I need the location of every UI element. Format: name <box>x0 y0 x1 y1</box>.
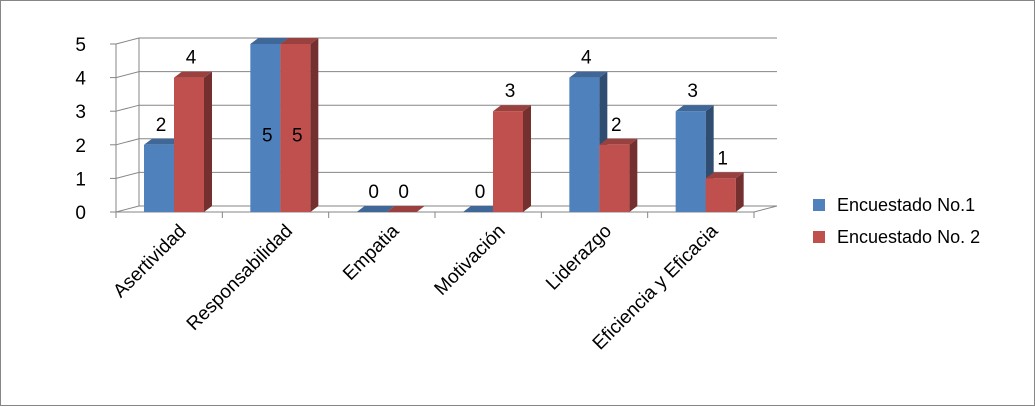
data-label: 5 <box>262 125 273 146</box>
y-tick-label-3: 3 <box>75 102 86 123</box>
floor-edge <box>754 206 777 212</box>
data-label: 1 <box>717 148 728 169</box>
legend-swatch-series-2 <box>813 231 825 243</box>
data-label: 0 <box>398 182 409 203</box>
data-label: 2 <box>156 115 167 136</box>
bar <box>706 178 736 212</box>
x-tick-label-1: Responsabilidad <box>183 221 297 335</box>
bar <box>569 78 599 212</box>
bar <box>599 145 629 212</box>
bar-side <box>629 139 637 212</box>
legend-label-series-2: Encuestado No. 2 <box>837 227 980 248</box>
legend-item-series-1: Encuestado No.1 <box>813 189 980 221</box>
data-label: 0 <box>475 182 486 203</box>
data-label: 3 <box>505 81 516 102</box>
x-tick-label-0: Asertividad <box>109 221 190 302</box>
x-tick-label-2: Empatia <box>339 220 403 284</box>
bar <box>493 111 523 212</box>
legend: Encuestado No.1 Encuestado No. 2 <box>813 189 980 253</box>
legend-label-series-1: Encuestado No.1 <box>837 195 975 216</box>
y-tick-label-0: 0 <box>75 203 86 224</box>
legend-swatch-series-1 <box>813 199 825 211</box>
bar-side <box>736 172 744 212</box>
data-label: 4 <box>581 48 592 69</box>
bar <box>174 78 204 212</box>
data-label: 4 <box>186 48 197 69</box>
data-label: 0 <box>368 182 379 203</box>
y-tick-label-1: 1 <box>75 169 86 190</box>
y-tick-label-2: 2 <box>75 136 86 157</box>
bar-side <box>523 105 531 212</box>
x-tick-label-4: Liderazgo <box>542 221 616 295</box>
y-tick-label-4: 4 <box>75 69 86 90</box>
y-tick-label-5: 5 <box>75 35 86 56</box>
bar-side <box>204 72 212 212</box>
data-label: 3 <box>687 81 698 102</box>
bar <box>676 111 706 212</box>
bar-side <box>310 38 318 212</box>
bar <box>144 145 174 212</box>
legend-item-series-2: Encuestado No. 2 <box>813 221 980 253</box>
x-tick-label-3: Motivación <box>431 221 510 300</box>
data-label: 5 <box>292 125 303 146</box>
data-label: 2 <box>611 115 622 136</box>
